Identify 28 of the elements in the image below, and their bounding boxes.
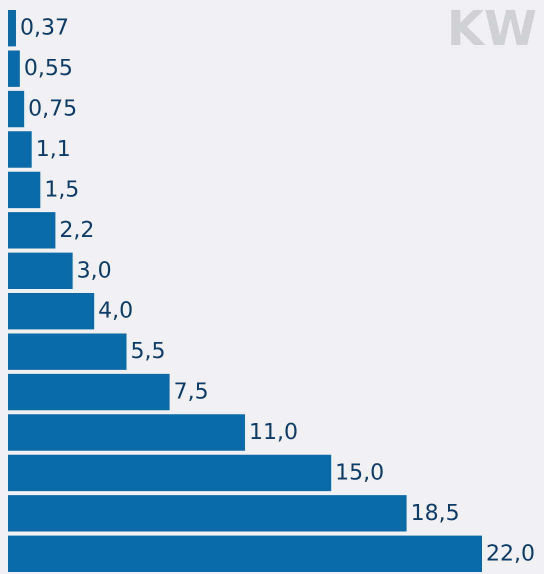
bar: [8, 536, 482, 572]
data-label: 4,0: [98, 298, 134, 324]
data-label: 18,5: [410, 500, 460, 526]
data-label: 0,37: [20, 16, 69, 41]
bar: [8, 10, 16, 46]
data-label: 5,5: [130, 339, 166, 364]
data-label: 7,5: [174, 380, 209, 405]
bar: [8, 414, 245, 451]
data-label: 3,0: [76, 258, 112, 284]
data-label: 15,0: [335, 460, 384, 486]
bar: [8, 172, 40, 208]
data-label: 0,75: [28, 96, 78, 122]
bar: [8, 50, 20, 87]
bar: [8, 333, 126, 370]
data-label: 11,0: [249, 420, 298, 445]
bar: [8, 90, 24, 128]
bar: [8, 495, 407, 532]
data-label: 22,0: [486, 541, 535, 566]
bar: [8, 252, 73, 289]
bar: [8, 131, 32, 168]
bar: [8, 454, 332, 492]
data-label: 2,2: [59, 218, 94, 243]
data-label: 1,1: [36, 137, 71, 162]
bar: [8, 212, 56, 249]
data-label: 0,55: [24, 56, 73, 82]
data-label: 1,5: [44, 177, 80, 202]
bar: [8, 374, 170, 410]
bar: [8, 293, 94, 330]
